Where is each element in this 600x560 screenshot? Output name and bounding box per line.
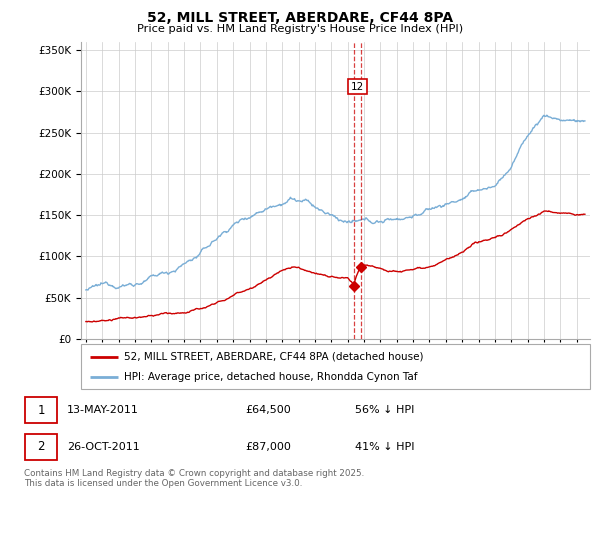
Text: 52, MILL STREET, ABERDARE, CF44 8PA (detached house): 52, MILL STREET, ABERDARE, CF44 8PA (det… <box>124 352 424 362</box>
FancyBboxPatch shape <box>25 433 57 460</box>
Text: 1: 1 <box>37 404 45 417</box>
Text: Price paid vs. HM Land Registry's House Price Index (HPI): Price paid vs. HM Land Registry's House … <box>137 24 463 34</box>
Text: HPI: Average price, detached house, Rhondda Cynon Taf: HPI: Average price, detached house, Rhon… <box>124 372 418 382</box>
Text: 12: 12 <box>350 82 364 91</box>
Text: 26-OCT-2011: 26-OCT-2011 <box>67 442 140 451</box>
Text: 13-MAY-2011: 13-MAY-2011 <box>67 405 139 415</box>
FancyBboxPatch shape <box>25 397 57 423</box>
Text: 41% ↓ HPI: 41% ↓ HPI <box>355 442 415 451</box>
FancyBboxPatch shape <box>81 344 590 389</box>
Text: £87,000: £87,000 <box>245 442 290 451</box>
Text: 52, MILL STREET, ABERDARE, CF44 8PA: 52, MILL STREET, ABERDARE, CF44 8PA <box>147 11 453 25</box>
Text: 2: 2 <box>37 440 45 453</box>
Text: 56% ↓ HPI: 56% ↓ HPI <box>355 405 415 415</box>
Text: £64,500: £64,500 <box>245 405 290 415</box>
Text: Contains HM Land Registry data © Crown copyright and database right 2025.
This d: Contains HM Land Registry data © Crown c… <box>24 469 364 488</box>
